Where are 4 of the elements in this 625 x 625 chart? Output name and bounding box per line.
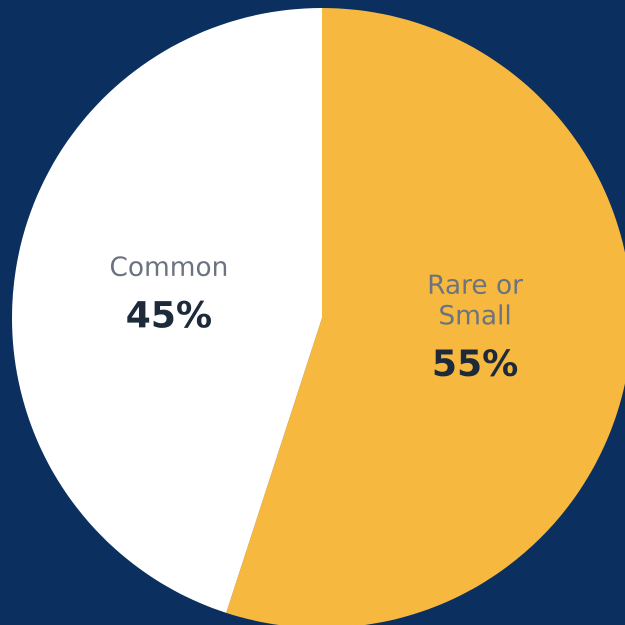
data-label: 55% xyxy=(434,349,518,376)
slice-label: Common xyxy=(110,256,226,276)
data-label: 45% xyxy=(127,300,211,328)
slice-label: Rare or Small xyxy=(430,274,523,325)
